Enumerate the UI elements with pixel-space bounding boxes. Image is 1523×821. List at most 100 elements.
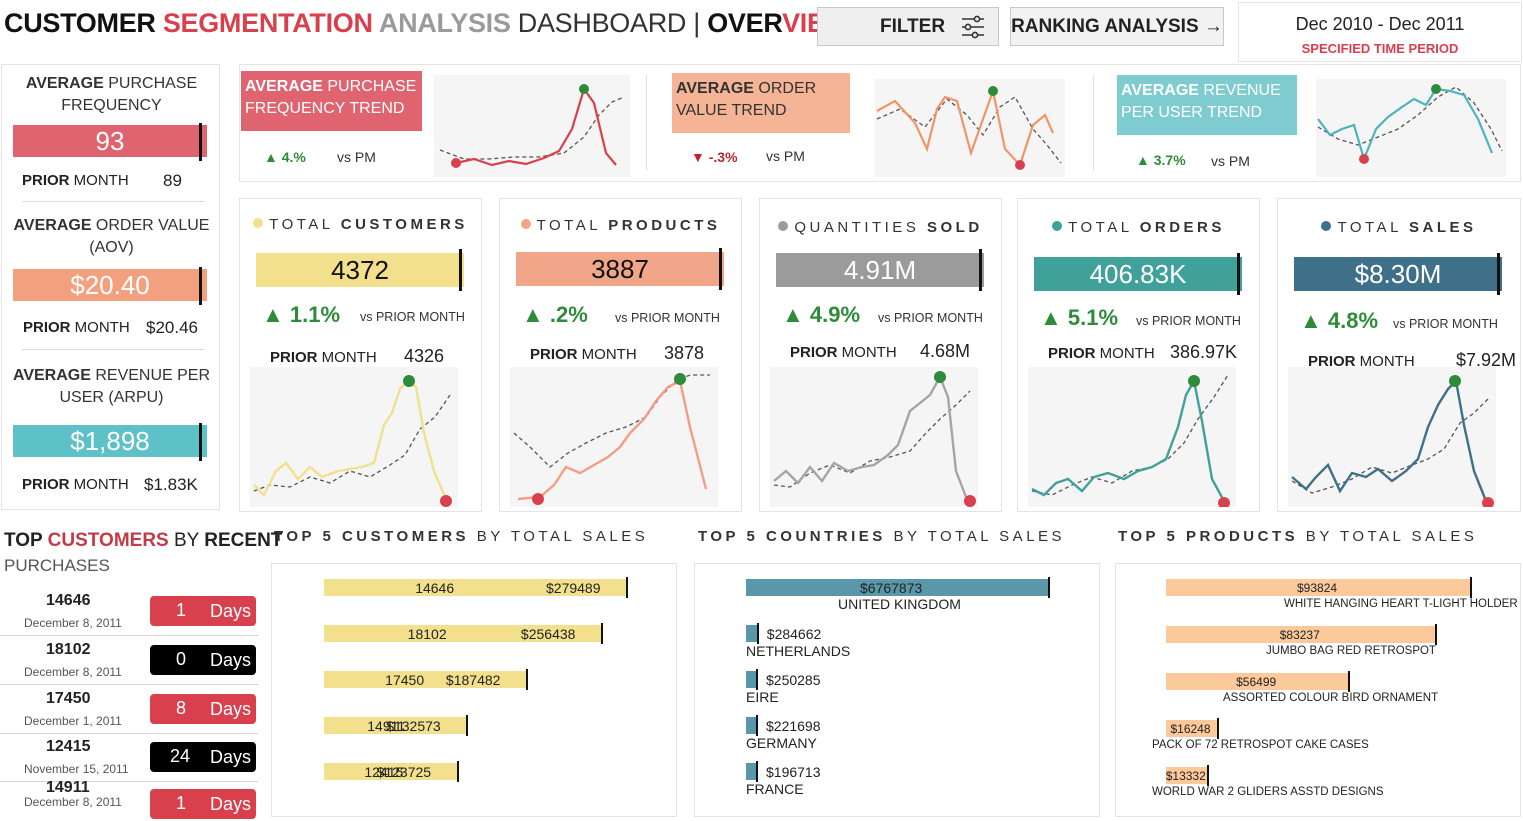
divider bbox=[22, 349, 205, 350]
target-marker bbox=[456, 761, 459, 782]
kpi-products-prior-value: 3878 bbox=[664, 343, 705, 363]
kpi-quantities-title: QUANTITIES SOLD bbox=[760, 219, 1001, 236]
kpi-customers-value: 4372 bbox=[331, 255, 389, 285]
filter-button[interactable]: FILTER bbox=[817, 7, 999, 46]
bar-category-label: 14911 bbox=[367, 718, 406, 734]
bar bbox=[324, 715, 469, 736]
ranking-analysis-button[interactable]: RANKING ANALYSIS → bbox=[1010, 7, 1224, 46]
kpi-orders-prior-label: PRIOR MONTH bbox=[1048, 345, 1155, 362]
recent-purchases-subtitle: PURCHASES bbox=[4, 556, 110, 575]
target-marker bbox=[525, 669, 528, 690]
kpi-customers-prior-label: PRIOR MONTH bbox=[270, 349, 377, 366]
kpi-quantities-value: 4.91M bbox=[843, 255, 917, 285]
purchase-date: November 15, 2011 bbox=[24, 762, 129, 776]
bar-category-label: GERMANY bbox=[746, 735, 817, 751]
kpi-products-sparkline bbox=[510, 367, 718, 507]
title-word-over: OVER bbox=[707, 8, 783, 38]
kpi-sales-bar: $8.30M bbox=[1294, 253, 1502, 295]
bar bbox=[746, 623, 759, 644]
avg-frequency-value: 93 bbox=[95, 126, 125, 156]
bar-value-label: $132573 bbox=[386, 718, 441, 734]
target-marker bbox=[756, 669, 758, 690]
bar-value-label: $6767873 bbox=[860, 580, 923, 596]
target-marker bbox=[756, 761, 758, 782]
avg-frequency-title: AVERAGE PURCHASE FREQUENCY bbox=[25, 75, 198, 114]
recent-purchases-list: 14646 December 8, 2011 1 Days 18102 Decem… bbox=[0, 588, 260, 819]
bar-value-label: $221698 bbox=[766, 718, 821, 734]
purchase-frequency-sparkline bbox=[434, 75, 630, 177]
kpi-sales-value: $8.30M bbox=[1354, 259, 1442, 289]
list-item[interactable]: 14646 December 8, 2011 1 Days bbox=[0, 588, 258, 636]
purchase-date: December 8, 2011 bbox=[24, 665, 122, 679]
bar-category-label: FRANCE bbox=[746, 781, 804, 797]
target-marker bbox=[466, 715, 469, 736]
target-marker bbox=[199, 123, 202, 161]
target-marker bbox=[199, 423, 202, 461]
bar-value-label: $284662 bbox=[766, 626, 822, 642]
kpi-quantities-bar: 4.91M bbox=[776, 249, 984, 291]
bar-value-label: $93824 bbox=[1297, 581, 1338, 595]
kpi-products-prior-label: PRIOR MONTH bbox=[530, 346, 637, 363]
list-item[interactable]: 17450 December 1, 2011 8 Days bbox=[0, 686, 258, 734]
bar bbox=[1166, 718, 1219, 739]
legend-dot bbox=[520, 219, 531, 229]
kpi-orders-prior-value: 386.97K bbox=[1170, 342, 1238, 362]
bar-category-label: 14646 bbox=[415, 580, 455, 596]
avg-frequency-prior-label: PRIOR MONTH bbox=[22, 172, 129, 189]
target-marker bbox=[600, 623, 603, 644]
avg-frequency-bar: 93 bbox=[13, 123, 207, 161]
kpi-customers-change: ▲ 1.1% bbox=[262, 302, 341, 327]
revenue-per-user-sparkline bbox=[1316, 79, 1506, 177]
divider bbox=[1093, 75, 1094, 171]
divider bbox=[646, 75, 647, 171]
target-marker bbox=[756, 715, 758, 736]
days-badge: 24 Days bbox=[150, 742, 256, 772]
avg-revenue-bar: $1,898 bbox=[13, 423, 207, 461]
title-word-customer: CUSTOMER bbox=[4, 8, 163, 38]
title-word-dashboard: DASHBOARD | bbox=[517, 8, 708, 38]
top-products-chart: $93824 WHITE HANGING HEART T-LIGHT HOLDER… bbox=[1115, 563, 1521, 817]
avg-order-value-title: AVERAGE ORDER VALUE (AOV) bbox=[13, 217, 210, 256]
legend-dot bbox=[1321, 221, 1332, 231]
bar bbox=[324, 761, 459, 782]
title-word-analysis: ANALYSIS bbox=[378, 8, 518, 38]
period-range: Dec 2010 - Dec 2011 bbox=[1295, 14, 1465, 34]
bar-value-label: $16248 bbox=[1170, 722, 1211, 736]
kpi-quantities-vs: vs PRIOR MONTH bbox=[878, 311, 983, 325]
list-item[interactable]: 18102 December 8, 2011 0 Days bbox=[0, 637, 258, 685]
kpi-customers-prior-value: 4326 bbox=[404, 346, 445, 366]
kpi-orders-change: ▲ 5.1% bbox=[1040, 305, 1119, 330]
bar bbox=[1166, 671, 1351, 692]
bar-value-label: $196713 bbox=[766, 764, 821, 780]
purchase-date: December 8, 2011 bbox=[24, 795, 122, 809]
kpi-customers-bar: 4372 bbox=[256, 249, 464, 291]
kpi-products-value: 3887 bbox=[591, 254, 649, 284]
bar-category-label: 18102 bbox=[407, 626, 447, 642]
avg-revenue-value: $1,898 bbox=[70, 426, 150, 456]
revenue-per-user-trend-vs: vs PM bbox=[1211, 153, 1250, 169]
avg-frequency-prior-value: 89 bbox=[163, 171, 182, 190]
kpi-customers-title: TOTAL CUSTOMERS bbox=[240, 216, 481, 233]
list-item[interactable]: 14911 December 8, 2011 1 Days bbox=[0, 779, 258, 819]
bar-category-label: PACK OF 72 RETROSPOT CAKE CASES bbox=[1152, 739, 1369, 751]
bar-category-label: NETHERLANDS bbox=[746, 643, 851, 659]
kpi-orders-vs: vs PRIOR MONTH bbox=[1136, 314, 1241, 328]
bar-value-label: $13332 bbox=[1165, 769, 1206, 783]
bar-value-label: $56499 bbox=[1236, 675, 1277, 689]
order-value-sparkline bbox=[875, 79, 1065, 177]
revenue-per-user-trend-change: ▲ 3.7% bbox=[1136, 152, 1186, 168]
bar-category-label: WORLD WAR 2 GLIDERS ASSTD DESIGNS bbox=[1152, 786, 1384, 798]
list-item[interactable]: 12415 November 15, 2011 24 Days bbox=[0, 734, 258, 782]
trend-band: AVERAGE PURCHASE FREQUENCY TREND ▲ 4.% v… bbox=[239, 64, 1521, 182]
kpi-sales-prior-label: PRIOR MONTH bbox=[1308, 353, 1415, 370]
target-marker bbox=[459, 249, 462, 291]
bar bbox=[746, 669, 758, 690]
legend-dot bbox=[778, 221, 789, 231]
target-marker bbox=[199, 267, 202, 305]
kpi-orders-bar: 406.83K bbox=[1034, 253, 1242, 295]
kpi-card-orders: TOTAL ORDERS 406.83K ▲ 5.1% vs PRIOR MON… bbox=[1017, 198, 1260, 512]
bar bbox=[746, 577, 1050, 598]
title-word-segmentation: SEGMENTATION bbox=[162, 8, 379, 38]
target-marker bbox=[719, 248, 722, 290]
days-badge: 1 Days bbox=[150, 596, 256, 626]
